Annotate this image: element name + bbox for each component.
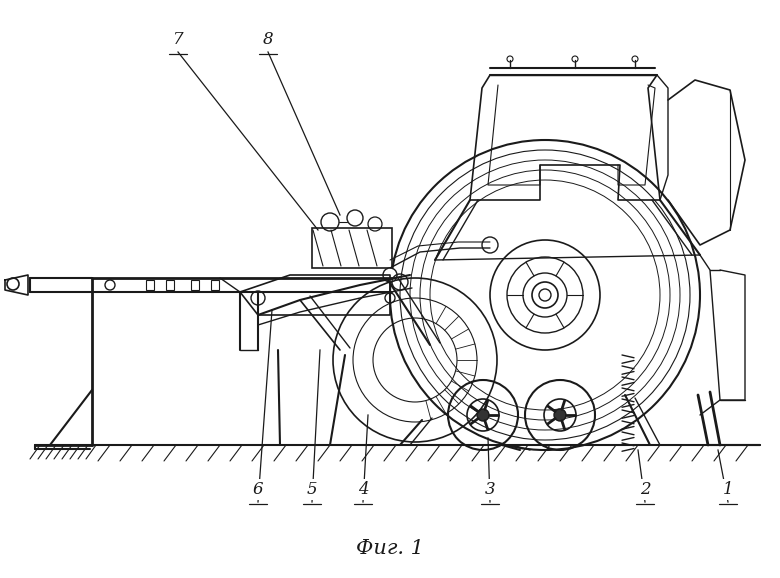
Text: Фиг. 1: Фиг. 1 xyxy=(356,539,424,558)
Circle shape xyxy=(554,409,566,421)
Text: 7: 7 xyxy=(172,31,183,48)
Text: 4: 4 xyxy=(358,481,368,498)
Circle shape xyxy=(477,409,489,421)
Text: 5: 5 xyxy=(307,481,317,498)
Circle shape xyxy=(523,273,567,317)
Circle shape xyxy=(539,289,551,301)
Text: 6: 6 xyxy=(253,481,264,498)
Circle shape xyxy=(251,291,265,305)
Text: 3: 3 xyxy=(484,481,495,498)
Text: 1: 1 xyxy=(723,481,733,498)
Text: 8: 8 xyxy=(263,31,273,48)
Circle shape xyxy=(383,268,397,282)
Text: 2: 2 xyxy=(640,481,651,498)
